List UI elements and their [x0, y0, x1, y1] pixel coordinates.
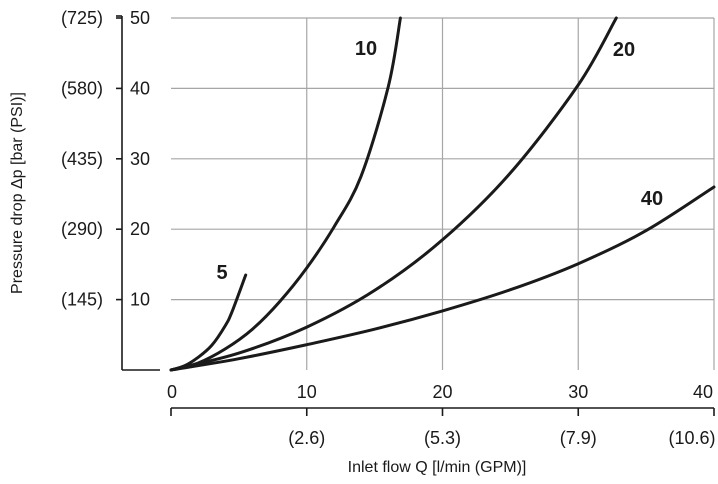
y-tick-label-secondary: (435) [61, 149, 103, 169]
y-tick-label: 30 [130, 149, 150, 169]
x-tick-label: 0 [167, 382, 177, 402]
y-tick-label: 40 [130, 78, 150, 98]
x-tick-label: 40 [693, 382, 713, 402]
series-label-40: 40 [641, 188, 663, 210]
series-label-10: 10 [355, 38, 377, 60]
y-tick-label: 50 [130, 8, 150, 28]
series-labels: 5 10 20 40 [216, 38, 663, 284]
tick-labels: 10 (145) 20 (290) 30 (435) 40 (580) 50 (725) 0 10 20… [61, 8, 716, 448]
series-label-20: 20 [613, 39, 635, 61]
y-tick-label-secondary: (580) [61, 78, 103, 98]
x-tick-label-secondary: (7.9) [560, 428, 597, 448]
y-axis-title: Pressure drop Δp [bar (PSI)] [9, 92, 26, 294]
series-label-5: 5 [216, 262, 227, 284]
x-tick-label: 10 [297, 382, 317, 402]
x-tick-label: 20 [432, 382, 452, 402]
x-tick-label-secondary: (2.6) [288, 428, 325, 448]
y-tick-label: 10 [130, 290, 150, 310]
x-axis-title: Inlet flow Q [l/min (GPM)] [348, 459, 527, 476]
x-tick-label-secondary: (10.6) [668, 428, 715, 448]
y-tick-label: 20 [130, 219, 150, 239]
series-line-10 [169, 16, 402, 372]
series-line-20 [169, 16, 618, 372]
series-line-40 [169, 185, 716, 372]
y-tick-label-secondary: (725) [61, 8, 103, 28]
y-tick-label-secondary: (145) [61, 290, 103, 310]
x-tick-label: 30 [568, 382, 588, 402]
grid [171, 17, 715, 370]
x-tick-label-secondary: (5.3) [424, 428, 461, 448]
series-curves [169, 16, 716, 372]
axes [116, 15, 715, 416]
y-tick-label-secondary: (290) [61, 219, 103, 239]
